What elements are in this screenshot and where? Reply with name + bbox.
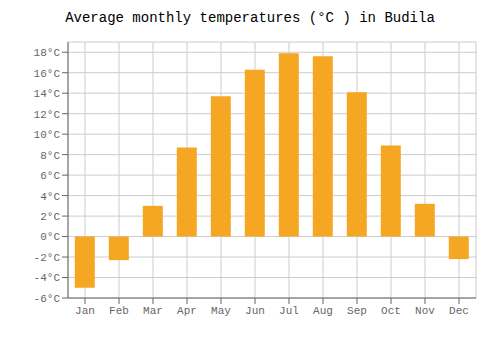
svg-text:Jan: Jan <box>75 305 95 317</box>
svg-text:Mar: Mar <box>143 305 163 317</box>
svg-text:-2°C: -2°C <box>34 252 61 264</box>
svg-text:May: May <box>211 305 231 317</box>
svg-text:4°C: 4°C <box>40 191 60 203</box>
svg-text:-6°C: -6°C <box>34 293 61 305</box>
svg-text:6°C: 6°C <box>40 170 60 182</box>
svg-text:2°C: 2°C <box>40 211 60 223</box>
svg-text:Feb: Feb <box>109 305 129 317</box>
svg-text:Sep: Sep <box>347 305 367 317</box>
svg-text:18°C: 18°C <box>34 47 61 59</box>
svg-text:14°C: 14°C <box>34 88 61 100</box>
svg-text:Oct: Oct <box>381 305 401 317</box>
svg-text:Nov: Nov <box>415 305 435 317</box>
svg-text:Aug: Aug <box>313 305 333 317</box>
html-text:Average monthly temperatures (: Average monthly temperatures (°C ) in Bu… <box>65 10 435 26</box>
svg-text:12°C: 12°C <box>34 109 61 121</box>
svg-text:-4°C: -4°C <box>34 272 61 284</box>
svg-text:10°C: 10°C <box>34 129 61 141</box>
svg-text:Dec: Dec <box>449 305 469 317</box>
svg-text:0°C: 0°C <box>40 231 60 243</box>
svg-text:16°C: 16°C <box>34 68 61 80</box>
svg-text:Apr: Apr <box>177 305 197 317</box>
svg-text:Jul: Jul <box>279 305 299 317</box>
svg-text:Jun: Jun <box>245 305 265 317</box>
svg-text:8°C: 8°C <box>40 150 60 162</box>
